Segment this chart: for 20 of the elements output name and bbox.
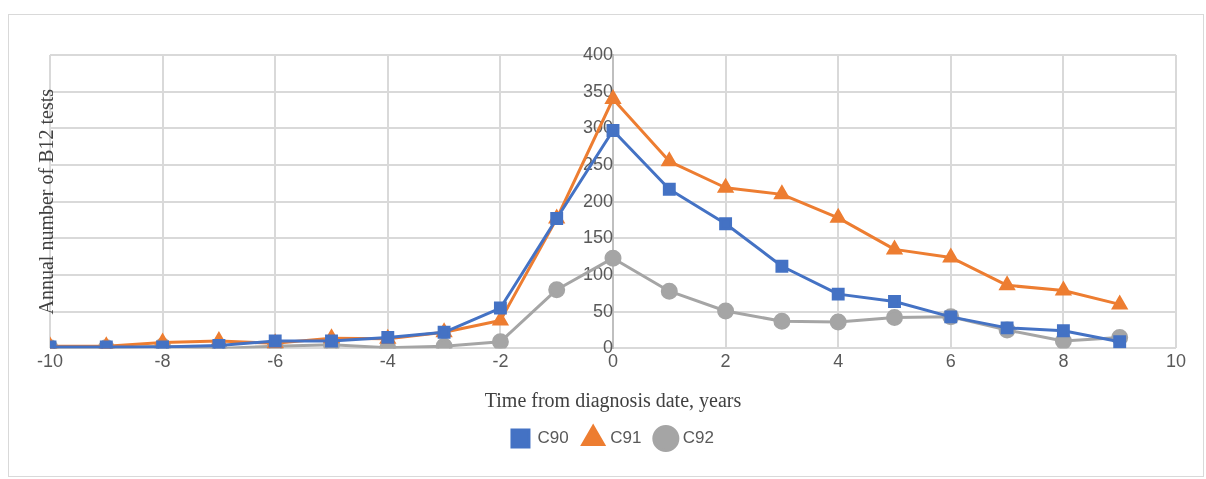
x-axis-title: Time from diagnosis date, years: [484, 389, 742, 413]
legend-label: C92: [682, 428, 715, 448]
x-tick-label: 4: [833, 351, 844, 372]
x-tick-label: 8: [1058, 351, 1069, 372]
x-tick-label: 2: [720, 351, 731, 372]
legend-label: C90: [537, 428, 569, 448]
y-tick-label: 350: [582, 80, 613, 101]
legend-label: C91: [610, 428, 642, 448]
y-tick-label: 50: [592, 300, 613, 321]
x-tick-label: 10: [1165, 351, 1187, 372]
x-tick-label: -10: [36, 351, 64, 372]
x-tick-label: -8: [154, 351, 171, 372]
x-tick-label: -2: [492, 351, 509, 372]
y-tick-label: 400: [582, 43, 613, 64]
x-tick-label: -6: [267, 351, 284, 372]
y-tick-label: 200: [582, 190, 613, 211]
y-axis-title: Annual number of B12 tests: [35, 88, 58, 315]
x-tick-label: -4: [379, 351, 396, 372]
y-tick-label: 150: [582, 227, 613, 248]
x-tick-label: 6: [945, 351, 956, 372]
